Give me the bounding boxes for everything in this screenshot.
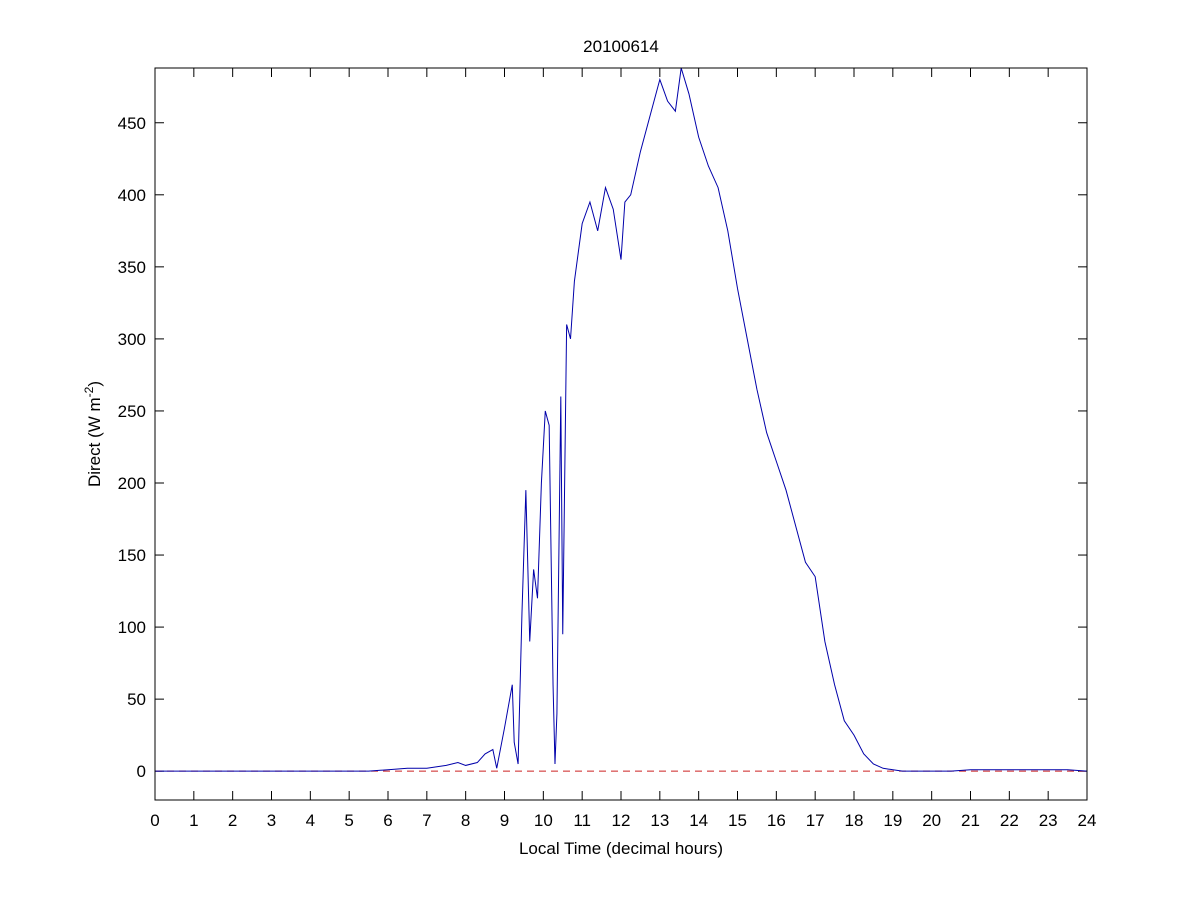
- x-tick-label: 1: [189, 811, 198, 830]
- x-tick-label: 5: [344, 811, 353, 830]
- plot-frame: [154, 67, 1088, 801]
- y-tick-label: 350: [118, 258, 146, 277]
- x-tick-label: 24: [1078, 811, 1097, 830]
- x-tick-label: 21: [961, 811, 980, 830]
- x-tick-label: 23: [1039, 811, 1058, 830]
- x-tick-label: 12: [612, 811, 631, 830]
- x-tick-label: 15: [728, 811, 747, 830]
- x-axis-label: Local Time (decimal hours): [519, 839, 723, 858]
- y-label-text: Direct (W m: [85, 397, 104, 487]
- chart-title: 20100614: [583, 37, 659, 56]
- x-tick-label: 14: [689, 811, 708, 830]
- y-label-end: ): [85, 381, 104, 387]
- data-line: [155, 67, 1088, 772]
- x-tick-label: 11: [573, 811, 591, 830]
- x-tick-label: 18: [845, 811, 864, 830]
- x-tick-label: 2: [228, 811, 237, 830]
- y-tick-label: 450: [118, 114, 146, 133]
- y-tick-label: 200: [118, 474, 146, 493]
- x-tick-label: 13: [650, 811, 669, 830]
- x-tick-label: 3: [267, 811, 276, 830]
- y-tick-label: 300: [118, 330, 146, 349]
- x-tick-label: 10: [534, 811, 553, 830]
- x-tick-label: 8: [461, 811, 470, 830]
- x-tick-label: 20: [922, 811, 941, 830]
- x-tick-label: 17: [806, 811, 825, 830]
- y-tick-label: 250: [118, 402, 146, 421]
- x-tick-label: 6: [383, 811, 392, 830]
- x-tick-label: 0: [150, 811, 159, 830]
- y-label-sup: -2: [82, 386, 96, 397]
- y-tick-label: 0: [137, 762, 146, 781]
- y-axis-label: Direct (W m-2): [82, 381, 104, 487]
- y-tick-label: 150: [118, 546, 146, 565]
- y-tick-label: 400: [118, 186, 146, 205]
- x-tick-label: 16: [767, 811, 786, 830]
- x-tick-label: 4: [306, 811, 315, 830]
- y-tick-label: 50: [127, 690, 146, 709]
- x-tick-label: 19: [883, 811, 902, 830]
- y-tick-label: 100: [118, 618, 146, 637]
- x-tick-label: 9: [500, 811, 509, 830]
- x-tick-label: 22: [1000, 811, 1019, 830]
- x-tick-label: 7: [422, 811, 431, 830]
